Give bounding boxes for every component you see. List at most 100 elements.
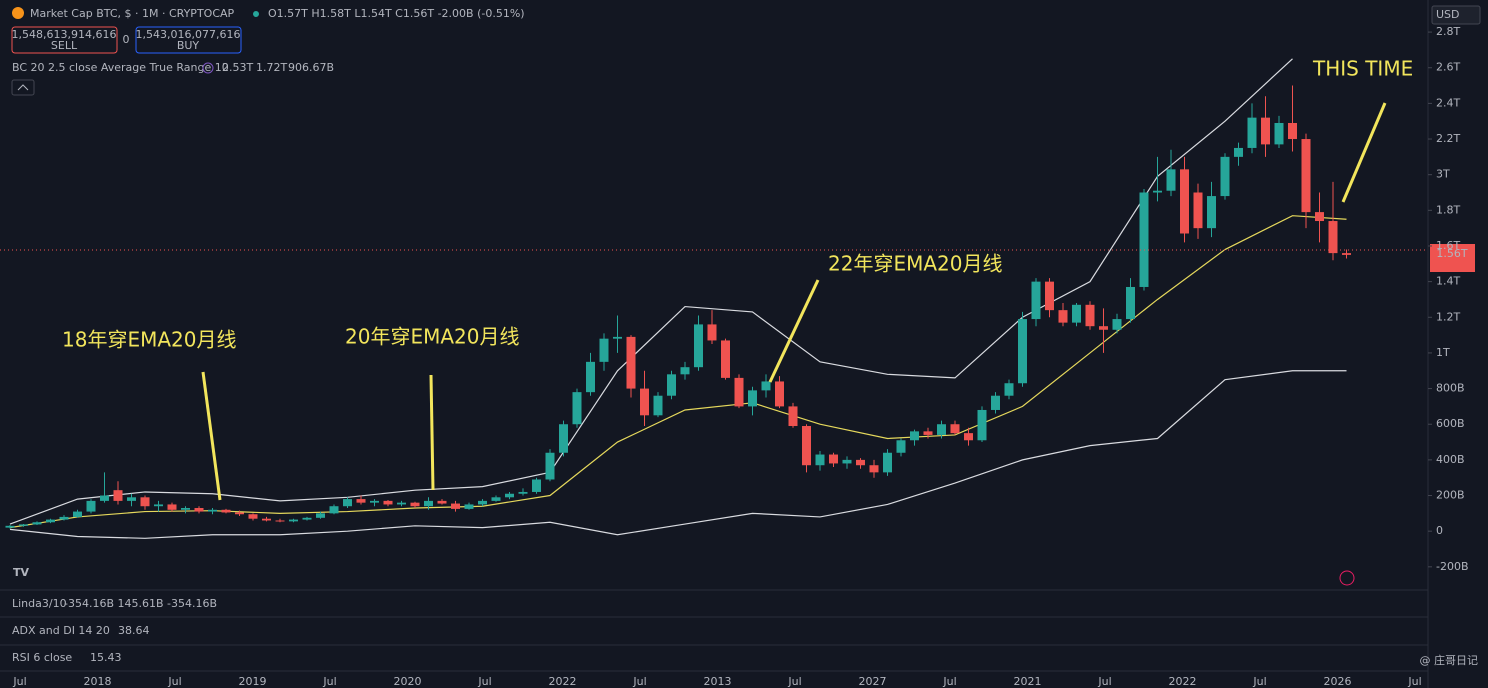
logo: TV (13, 566, 30, 579)
candle-body (235, 512, 244, 515)
x-tick-label: Jul (632, 675, 646, 688)
y-tick-label: -200B (1436, 560, 1469, 573)
candle-body (1072, 304, 1081, 323)
y-tick-label: 0 (1436, 524, 1443, 537)
candle-body (464, 504, 474, 509)
candle-body (181, 508, 190, 510)
price-tag (1430, 244, 1475, 272)
pane-name: Linda3/10 (12, 597, 67, 610)
candle-body (1099, 326, 1108, 330)
y-tick-label: 200B (1436, 489, 1465, 502)
annotation-stroke (201, 371, 222, 501)
y-tick-label: 1.4T (1436, 275, 1460, 288)
candle-body (1004, 383, 1014, 396)
indicator-icon (202, 62, 214, 74)
candle-body (950, 424, 960, 434)
candle-body (1139, 192, 1149, 287)
candle-body (167, 504, 177, 510)
symbol[interactable]: Market Cap BTC, $ · 1M · CRYPTOCAP (30, 7, 235, 20)
x-tick-label: 2018 (84, 675, 112, 688)
candle-body (680, 367, 690, 375)
y-tick-label: 1.2T (1436, 310, 1460, 323)
y-tick-label: 400B (1436, 453, 1465, 466)
candle-body (329, 506, 339, 514)
candle-body (1301, 139, 1311, 213)
candle-body (1261, 117, 1270, 145)
candle-body (775, 381, 784, 407)
candle-body (545, 452, 555, 480)
candle-body (586, 361, 595, 393)
candle-body (356, 499, 366, 503)
candle-body (802, 426, 811, 466)
candle-body (46, 519, 55, 523)
pane-values: -354.16B 145.61B -354.16B (64, 597, 217, 610)
x-tick-label: Jul (12, 675, 26, 688)
candle-body (856, 459, 865, 466)
candle-body (1126, 286, 1135, 320)
x-tick-label: 2021 (1014, 675, 1042, 688)
candle-body (5, 525, 15, 528)
candle-body (910, 431, 919, 441)
currency-button[interactable] (1431, 5, 1481, 25)
candle-body (613, 336, 622, 339)
candle-body (262, 518, 271, 521)
candle-body (707, 324, 717, 341)
candle-body (1247, 117, 1257, 148)
y-tick-label: 2.2T (1436, 132, 1460, 145)
annotation-strokes (201, 102, 1387, 501)
candle-body (869, 465, 879, 473)
candle-body (1153, 190, 1162, 193)
alert-icon[interactable] (1339, 570, 1355, 586)
x-tick-label: Jul (942, 675, 956, 688)
candle-body (518, 491, 528, 494)
candle-body (1328, 221, 1338, 254)
buy-label: BUY (177, 39, 200, 52)
candle-body (113, 490, 123, 501)
y-tick-label: 3T (1436, 168, 1450, 181)
candle-body (437, 500, 447, 504)
candle-body (221, 509, 231, 513)
x-tick-label: 2022 (1169, 675, 1197, 688)
indicator-value: 2.53T (222, 61, 253, 74)
candle-body (343, 499, 352, 507)
candle-body (721, 340, 730, 378)
sell-button[interactable] (11, 26, 118, 54)
x-tick-label: 2027 (859, 675, 887, 688)
y-tick-label: 1.6T (1436, 239, 1460, 252)
candle-body (667, 374, 676, 396)
price-tag-label: 1.56T (1436, 247, 1467, 260)
y-tick-label: 1.8T (1436, 203, 1460, 216)
annotation: 22年穿EMA20月线 (828, 252, 1002, 276)
indicator-line (9, 58, 1293, 525)
candle-body (815, 454, 825, 466)
indicator[interactable]: BC 20 2.5 close Average True Range 10 (12, 61, 229, 74)
x-tick-label: Jul (167, 675, 181, 688)
candle-body (559, 424, 568, 453)
collapse-button[interactable] (11, 79, 35, 96)
candle-body (194, 508, 204, 512)
symbol-icon (12, 7, 24, 19)
buy-price: 1,543,016,077,616 (136, 28, 241, 41)
candle-body (1166, 169, 1176, 191)
candle-body (1085, 304, 1095, 327)
x-tick-label: Jul (787, 675, 801, 688)
x-tick-label: Jul (477, 675, 491, 688)
x-tick-label: Jul (322, 675, 336, 688)
candle-body (640, 388, 649, 416)
candle-body (734, 377, 744, 407)
ohlc: O1.57T H1.58T L1.54T C1.56T -2.00B (-0.5… (268, 7, 525, 20)
sell-price: 1,548,613,914,616 (12, 28, 117, 41)
candle-body (653, 395, 663, 416)
candle-body (964, 433, 973, 441)
candle-body (32, 522, 42, 525)
candle-body (896, 440, 906, 453)
y-tick-label: 2.6T (1436, 61, 1460, 74)
buy-button[interactable] (135, 26, 242, 54)
candle-body (1234, 147, 1243, 157)
indicator-line (9, 370, 1347, 539)
candle-body (1112, 319, 1122, 330)
candle-body (626, 336, 636, 389)
candle-body (1193, 192, 1203, 229)
x-tick-label: Jul (1097, 675, 1111, 688)
